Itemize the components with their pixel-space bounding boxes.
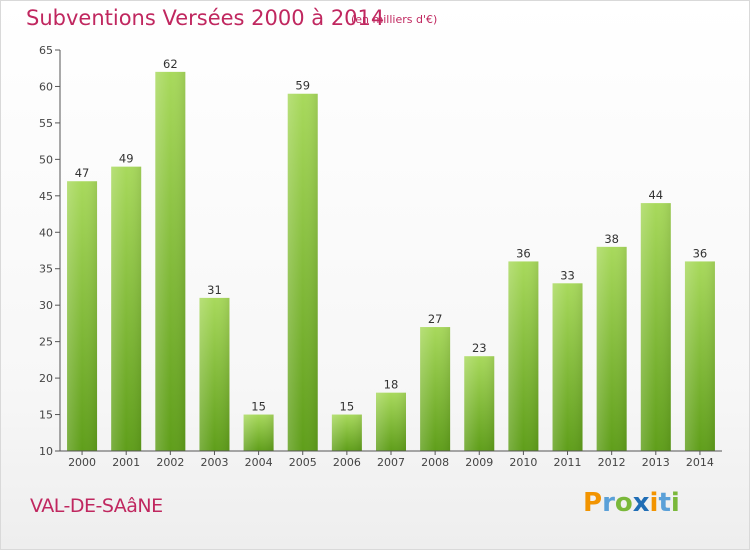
- y-tick-label: 45: [39, 190, 53, 203]
- bar-value-label: 59: [295, 79, 310, 93]
- x-tick-label: 2013: [642, 456, 670, 469]
- logo-letter: o: [614, 488, 633, 518]
- x-tick-label: 2010: [509, 456, 537, 469]
- bar-shine: [596, 246, 627, 451]
- bar-shine: [67, 181, 98, 451]
- y-tick-label: 15: [39, 409, 53, 422]
- bar-shine: [464, 356, 495, 451]
- bar-value-label: 15: [340, 400, 355, 414]
- bar-value-label: 31: [207, 283, 222, 297]
- logo-letter: P: [583, 488, 603, 518]
- bar-value-label: 36: [516, 246, 531, 260]
- bar-shine: [287, 93, 318, 451]
- bar-shine: [243, 414, 274, 451]
- y-tick-label: 55: [39, 117, 53, 130]
- bar-shine: [376, 392, 406, 451]
- y-tick-label: 30: [39, 299, 53, 312]
- x-tick-label: 2007: [377, 456, 405, 469]
- bar-value-label: 38: [604, 232, 619, 246]
- x-tick-label: 2002: [156, 456, 184, 469]
- unit-note: (en milliers d'€): [351, 13, 438, 26]
- x-tick-label: 2008: [421, 456, 449, 469]
- logo-letter: i: [649, 488, 659, 518]
- x-tick-label: 2014: [686, 456, 714, 469]
- x-tick-label: 2001: [112, 456, 140, 469]
- bar-value-label: 49: [119, 152, 134, 166]
- y-tick-label: 50: [39, 153, 53, 166]
- logo-letter: r: [602, 488, 615, 518]
- x-tick-label: 2004: [245, 456, 273, 469]
- bar-value-label: 27: [428, 312, 443, 326]
- y-axis: 10 15 20 25 30 35 40 45 50 55 60 65: [39, 44, 61, 458]
- bar-shine: [552, 283, 583, 451]
- bar-value-label: 47: [75, 166, 90, 180]
- bar-shine: [199, 297, 230, 451]
- bar-value-label: 36: [693, 246, 708, 260]
- y-tick-label: 60: [39, 80, 53, 93]
- x-tick-label: 2005: [289, 456, 317, 469]
- bars: 47 49 62 31 15 59 15 18 27 23 36 33 38 44 36: [67, 57, 715, 451]
- bar-shine: [155, 71, 186, 451]
- bar-value-label: 23: [472, 341, 487, 355]
- y-tick-label: 20: [39, 372, 53, 385]
- logo-letter: i: [670, 488, 680, 518]
- bar-value-label: 33: [560, 268, 575, 282]
- bar-shine: [111, 166, 142, 451]
- chart-title: Subventions Versées 2000 à 2014: [26, 6, 385, 30]
- x-tick-label: 2011: [554, 456, 582, 469]
- commune-name: VAL-DE-SAâNE: [30, 495, 163, 517]
- bar-shine: [331, 414, 362, 451]
- bar-shine: [684, 261, 715, 451]
- bar-value-label: 62: [163, 57, 178, 71]
- bar-value-label: 44: [648, 188, 663, 202]
- y-tick-label: 35: [39, 263, 53, 276]
- bar-value-label: 15: [251, 400, 266, 414]
- y-tick-label: 40: [39, 226, 53, 239]
- y-tick-label: 10: [39, 445, 53, 458]
- x-axis: 2000 2001 2002 2003 2004 2005 2006 2007 2008 2009…: [60, 450, 722, 469]
- x-tick-label: 2000: [68, 456, 96, 469]
- proxiti-logo[interactable]: Proxiti: [583, 488, 680, 518]
- x-tick-label: 2009: [465, 456, 493, 469]
- bar-shine: [508, 261, 539, 451]
- bar-value-label: 18: [384, 378, 399, 392]
- bar-shine: [420, 327, 451, 451]
- x-tick-label: 2006: [333, 456, 361, 469]
- bar-shine: [640, 203, 671, 451]
- x-tick-label: 2012: [598, 456, 626, 469]
- logo-letter: t: [658, 488, 671, 518]
- x-tick-label: 2003: [200, 456, 228, 469]
- y-tick-label: 65: [39, 44, 53, 57]
- logo-letter: x: [632, 488, 650, 518]
- y-tick-label: 25: [39, 336, 53, 349]
